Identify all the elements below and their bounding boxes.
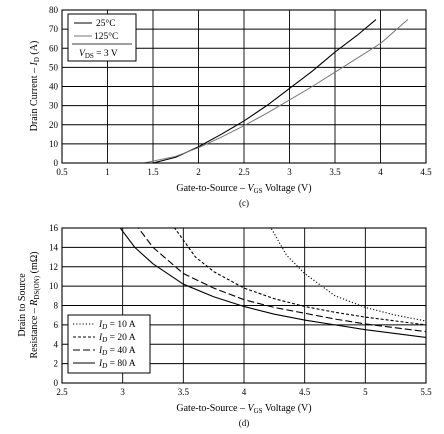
chart-drain-current: 0.5 1 1.5 2 2.5 3 3.5 4 4.5 0 10 20 30 40 50 60 70 80 Ga… <box>29 5 432 208</box>
chart-d-y-tick-label: 0 <box>54 378 59 388</box>
chart-c-y-tick-label: 70 <box>49 24 59 34</box>
chart-d-x-tick-label: 5.5 <box>420 387 432 397</box>
chart-d-y-tick-label: 4 <box>54 339 59 349</box>
chart-c-x-tick-label: 1 <box>105 167 110 177</box>
chart-d-y-tick-label: 12 <box>49 262 58 272</box>
chart-c-x-axis-label: Gate-to-Source – VGS Voltage (V) <box>176 183 311 195</box>
chart-d-x-tick-label: 5 <box>363 387 368 397</box>
chart-d-plot-frame <box>61 227 427 384</box>
legend-label-id-20a: ID = 20 A <box>98 333 136 344</box>
legend-label-id-80a: ID = 80 A <box>98 359 136 370</box>
chart-c-x-tick-label: 3 <box>287 167 292 177</box>
chart-c-plot-frame <box>61 9 427 164</box>
chart-d-series-line-1 <box>173 228 426 326</box>
chart-d-y-tick-label: 8 <box>54 301 59 311</box>
chart-c-x-tick-label: 4 <box>378 167 383 177</box>
chart-d-caption: (d) <box>239 418 250 428</box>
legend-vds-note: VDS = 3 V <box>79 49 118 60</box>
legend-label-id-40a: ID = 40 A <box>98 346 136 357</box>
chart-c-x-tick-label: 2.5 <box>238 167 250 177</box>
chart-c-y-tick-label: 50 <box>49 62 59 72</box>
chart-c-series-group <box>143 19 409 163</box>
chart-d-y-tick-label: 6 <box>54 320 59 330</box>
chart-c-x-tick-label: 4.5 <box>420 167 432 177</box>
chart-c-y-tick-labels: 0 10 20 30 40 50 60 70 80 <box>49 5 59 168</box>
chart-c-y-tick-label: 20 <box>49 120 59 130</box>
chart-d-y-tick-label: 2 <box>54 359 59 369</box>
chart-c-y-tick-label: 30 <box>49 101 59 111</box>
chart-d-x-tick-labels: 2.5 3 3.5 4 4.5 5 5.5 <box>56 387 432 397</box>
chart-c-x-tick-label: 1.5 <box>147 167 159 177</box>
chart-c-y-tick-label: 80 <box>49 5 59 15</box>
chart-c-x-tick-label: 3.5 <box>329 167 341 177</box>
chart-d-legend: ID = 10 A ID = 20 A ID = 40 A ID = 80 A <box>67 314 151 374</box>
chart-d-y-tick-label: 16 <box>49 223 59 233</box>
legend-label-25c: 25°C <box>96 18 116 29</box>
chart-d-y-tick-label: 14 <box>49 242 59 252</box>
chart-c-y-tick-label: 10 <box>49 139 59 149</box>
chart-d-series-line-3 <box>119 228 426 339</box>
chart-c-y-tick-label: 60 <box>49 43 59 53</box>
chart-d-y-axis-label-line1: Drain to Source <box>17 273 28 337</box>
chart-d-y-tick-label: 10 <box>49 281 59 291</box>
chart-d-series-group <box>119 228 426 339</box>
chart-c-x-tick-label: 0.5 <box>56 167 68 177</box>
chart-c-x-tick-labels: 0.5 1 1.5 2 2.5 3 3.5 4 4.5 <box>56 167 432 177</box>
chart-d-x-tick-label: 3 <box>120 387 125 397</box>
chart-c-y-axis-label: Drain Current – ID (A) <box>29 41 41 132</box>
chart-d-series-line-2 <box>137 228 426 333</box>
legend-label-125c: 125°C <box>94 31 118 42</box>
chart-d-x-tick-label: 3.5 <box>178 387 190 397</box>
chart-c-series-line-1 <box>143 19 409 163</box>
chart-d-x-tick-label: 4.5 <box>299 387 311 397</box>
chart-c-y-tick-label: 0 <box>54 158 59 168</box>
chart-d-y-tick-labels: 0 2 4 6 8 10 12 14 16 <box>49 223 59 388</box>
chart-on-resistance: 2.5 3 3.5 4 4.5 5 5.5 0 2 4 6 8 10 12 14 16 Gate-to-So… <box>17 223 432 428</box>
chart-d-x-tick-label: 4 <box>242 387 247 397</box>
chart-c-legend: 25°C 125°C VDS = 3 V <box>67 13 137 62</box>
chart-d-y-axis-label-line2: Resistance – RDS(ON) (mΩ) <box>29 252 41 359</box>
chart-d-series-line-0 <box>270 228 426 322</box>
chart-d-x-tick-label: 2.5 <box>56 387 68 397</box>
chart-c-x-tick-label: 2 <box>196 167 201 177</box>
chart-c-caption: (c) <box>239 198 249 208</box>
legend-label-id-10a: ID = 10 A <box>98 320 136 331</box>
chart-c-series-line-0 <box>152 19 377 163</box>
chart-c-y-tick-label: 40 <box>49 82 59 92</box>
chart-d-x-axis-label: Gate-to-Source – VGS Voltage (V) <box>176 403 311 415</box>
